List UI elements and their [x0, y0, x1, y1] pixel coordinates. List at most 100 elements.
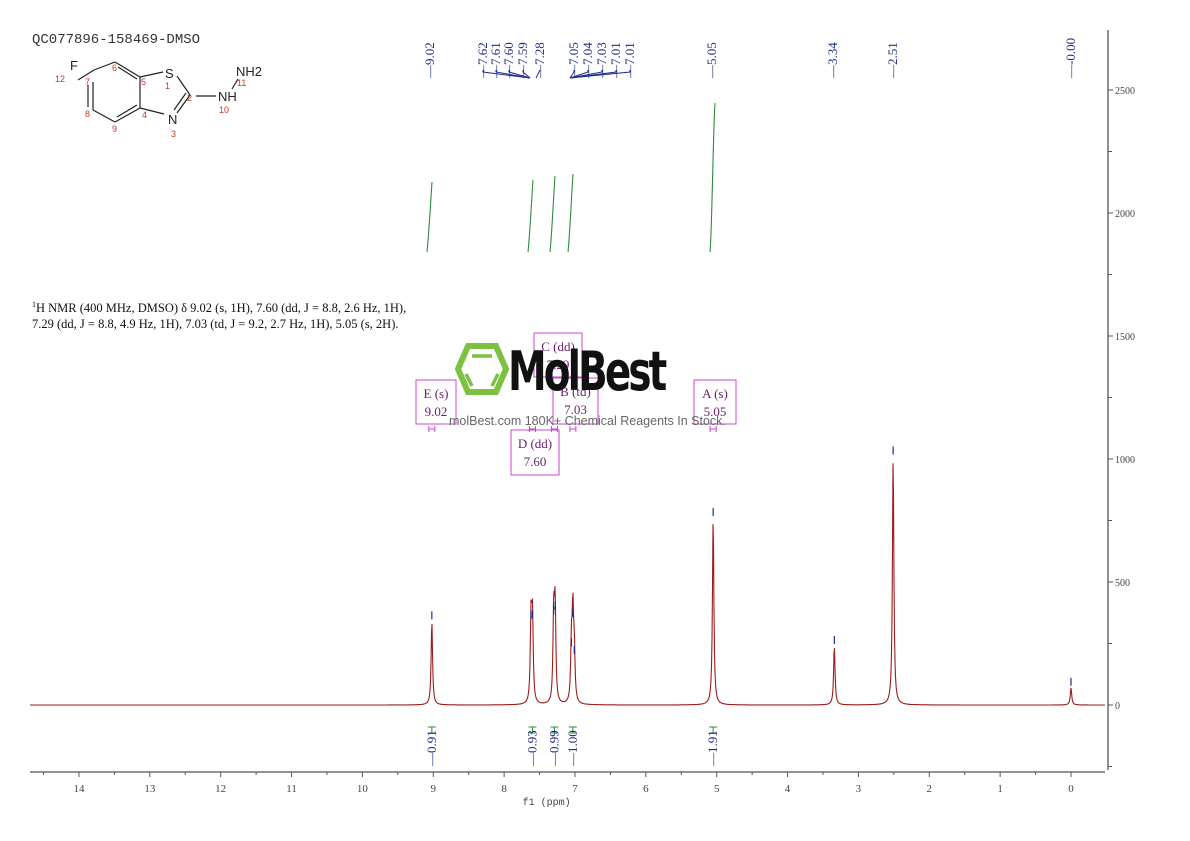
- y-tick-label: 2000: [1115, 209, 1135, 220]
- svg-text:—5.05: —5.05: [704, 42, 719, 79]
- peak-label: —7.59: [515, 42, 530, 79]
- atom-nh2: NH2: [236, 64, 262, 79]
- nmr-description-text: H NMR (400 MHz, DMSO) δ 9.02 (s, 1H), 7.…: [32, 301, 407, 332]
- peak-label: —5.05: [704, 42, 719, 79]
- peak-label: —9.02: [422, 42, 437, 79]
- svg-text:D (dd): D (dd): [518, 436, 552, 451]
- svg-text:—-0.00: —-0.00: [1063, 38, 1078, 79]
- svg-text:11: 11: [237, 78, 246, 88]
- peak-label: —7.62: [475, 42, 490, 79]
- integral-curves: [426, 102, 716, 253]
- svg-text:—7.60: —7.60: [501, 42, 516, 79]
- svg-text:—2.51: —2.51: [885, 42, 900, 79]
- svg-text:1: 1: [165, 81, 170, 91]
- y-tick-label: 1000: [1115, 455, 1135, 466]
- peak-label: —7.01: [608, 42, 623, 79]
- x-tick-label: 14: [73, 783, 85, 795]
- svg-text:12: 12: [55, 74, 65, 84]
- svg-text:10: 10: [219, 105, 229, 115]
- svg-text:—7.04: —7.04: [580, 42, 595, 79]
- sample-id: QC077896-158469-DMSO: [32, 32, 201, 48]
- atom-n: N: [168, 112, 177, 127]
- multiplet-boxes: E (s) 9.02 D (dd) 7.60 C (dd) 7.29 B (td) 7.03 A…: [415, 332, 737, 476]
- y-tick-label: 2500: [1115, 86, 1135, 97]
- nmr-description: 1H NMR (400 MHz, DMSO) δ 9.02 (s, 1H), 7…: [32, 297, 422, 332]
- svg-text:—7.61: —7.61: [488, 42, 503, 79]
- peak-label: —7.03: [594, 42, 609, 79]
- y-axis: 0 500 1000 1500 2000 2500: [1107, 30, 1135, 770]
- atom-f: F: [70, 58, 78, 73]
- svg-text:C (dd): C (dd): [541, 339, 575, 354]
- multiplet-box-c: C (dd) 7.29: [533, 332, 583, 432]
- svg-text:—3.34: —3.34: [825, 42, 840, 79]
- multiplet-box-e: E (s) 9.02: [415, 379, 457, 432]
- svg-text:4: 4: [142, 110, 147, 120]
- x-tick-label: 11: [286, 783, 297, 795]
- svg-text:7.03: 7.03: [564, 402, 587, 417]
- peak-markers: [431, 446, 1072, 686]
- x-axis: 14 13 12 11 10 9 8 7 6 5 4 3 2 1 0f1 (ppm): [30, 771, 1105, 809]
- y-tick-label: 0: [1115, 701, 1120, 712]
- x-tick-label: 7: [572, 783, 578, 795]
- peak-label: —7.28: [532, 42, 547, 79]
- structure-labels: F 12 S 1 N 3 NH 10 NH2 11 2 4 5 6 7 8 9: [55, 58, 262, 139]
- x-tick-label: 5: [714, 783, 720, 795]
- watermark-brand: MolBest: [508, 340, 667, 403]
- peak-label: —3.34: [825, 42, 840, 79]
- x-tick-label: 0: [1068, 783, 1074, 795]
- x-tick-label: 13: [144, 783, 156, 795]
- multiplet-box-a: A (s) 5.05: [693, 379, 737, 432]
- svg-text:7.60: 7.60: [524, 454, 547, 469]
- svg-text:—7.28: —7.28: [532, 42, 547, 79]
- peak-label: —7.05: [566, 42, 581, 79]
- y-tick-label: 500: [1115, 578, 1130, 589]
- x-tick-label: 9: [431, 783, 437, 795]
- svg-text:—7.59: —7.59: [515, 42, 530, 79]
- svg-text:2: 2: [187, 93, 192, 103]
- svg-text:8: 8: [85, 109, 90, 119]
- svg-text:—0.91: —0.91: [424, 730, 439, 767]
- chemical-structure: [77, 61, 239, 123]
- atom-s: S: [165, 66, 174, 81]
- svg-text:3: 3: [171, 129, 176, 139]
- svg-text:9: 9: [112, 124, 117, 134]
- svg-text:—0.93: —0.93: [524, 730, 539, 767]
- svg-text:—1.00: —1.00: [565, 730, 580, 767]
- svg-text:7: 7: [85, 77, 90, 87]
- svg-text:9.02: 9.02: [425, 404, 448, 419]
- svg-text:5: 5: [141, 77, 146, 87]
- peak-label: —7.04: [580, 42, 595, 79]
- svg-text:—7.01: —7.01: [608, 42, 623, 79]
- integral-labels: —0.91 —0.93 —0.99 —1.00 —1.91: [424, 726, 720, 767]
- x-tick-label: 3: [856, 783, 862, 795]
- spectrum-trace: [30, 463, 1105, 706]
- x-tick-label: 12: [215, 783, 226, 795]
- x-tick-label: 6: [643, 783, 649, 795]
- multiplet-box-d: D (dd) 7.60: [510, 426, 560, 476]
- x-axis-title: f1 (ppm): [523, 797, 571, 809]
- svg-text:A (s): A (s): [702, 386, 728, 401]
- molbest-logo-icon: [454, 343, 510, 395]
- svg-text:—7.01: —7.01: [622, 42, 637, 79]
- peak-label: —7.60: [501, 42, 516, 79]
- peak-label: —-0.00: [1063, 38, 1078, 79]
- svg-text:B (td): B (td): [560, 384, 591, 399]
- peak-labels: —9.02 —7.62—7.61—7.60 —7.59 —7.28 —7.05 —7.04…: [422, 38, 1078, 79]
- svg-text:5.05: 5.05: [704, 404, 727, 419]
- svg-text:—0.99: —0.99: [546, 730, 561, 767]
- multiplet-box-b: B (td) 7.03: [552, 377, 599, 432]
- svg-text:—7.03: —7.03: [594, 42, 609, 79]
- svg-text:7.29: 7.29: [547, 357, 570, 372]
- x-tick-label: 1: [997, 783, 1003, 795]
- x-tick-label: 2: [927, 783, 933, 795]
- peak-label: —7.61: [488, 42, 503, 79]
- peak-label: —7.01: [622, 42, 637, 79]
- x-tick-label: 10: [357, 783, 369, 795]
- x-tick-label: 8: [501, 783, 507, 795]
- nucleus-superscript: 1: [32, 300, 36, 309]
- svg-text:—9.02: —9.02: [422, 42, 437, 79]
- atom-nh: NH: [218, 89, 237, 104]
- svg-text:6: 6: [112, 63, 117, 73]
- watermark-tagline: molBest.com 180K+ Chemical Reagents In S…: [449, 414, 726, 428]
